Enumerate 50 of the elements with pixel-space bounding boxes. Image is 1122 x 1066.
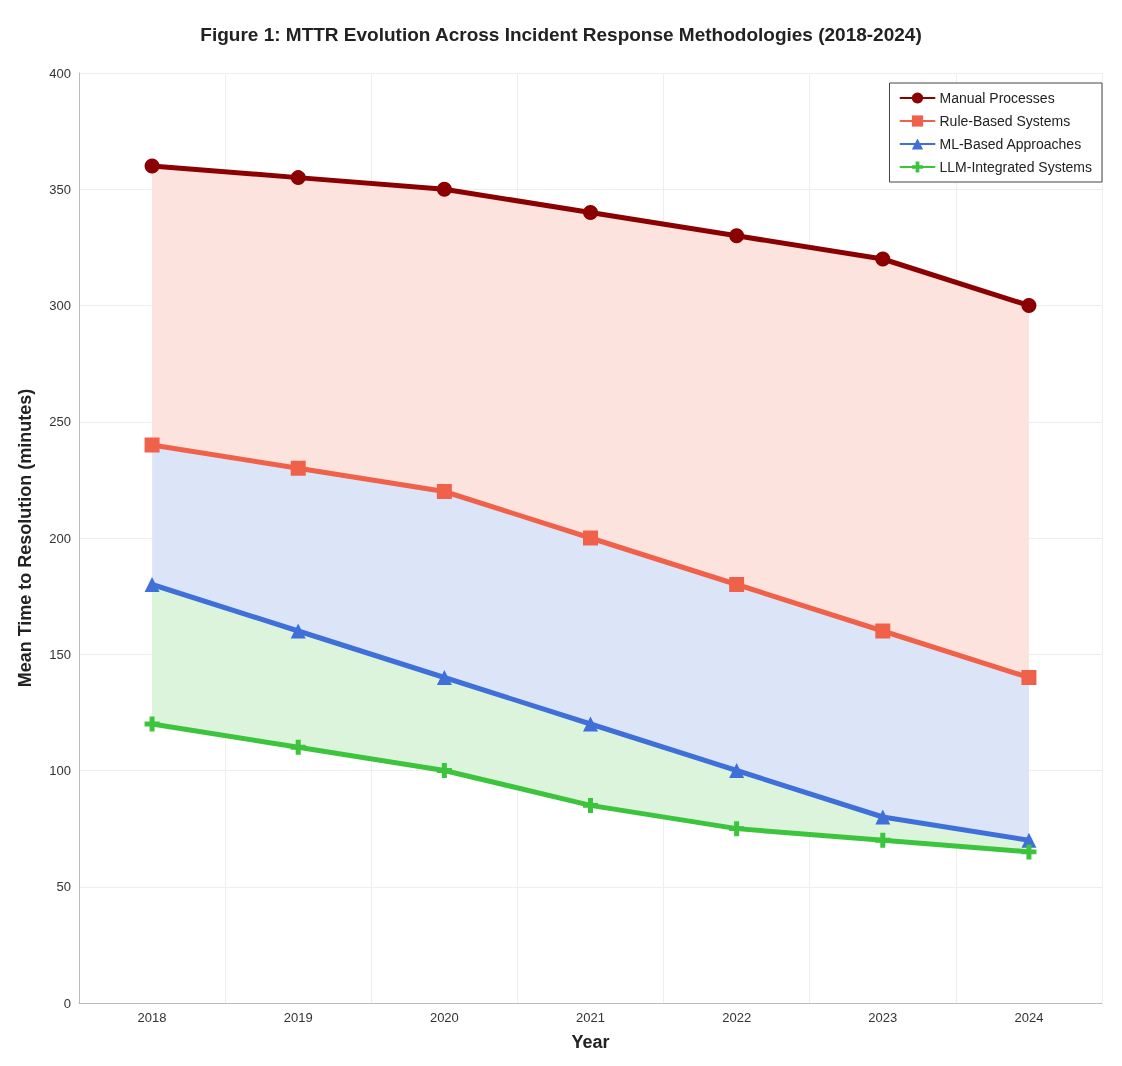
y-tick-label: 250: [49, 414, 71, 430]
y-tick-label: 150: [49, 646, 71, 662]
legend-label: LLM-Integrated Systems: [939, 159, 1093, 175]
point: [875, 623, 891, 639]
point: [729, 821, 745, 837]
y-tick-label: 400: [49, 65, 71, 81]
x-tick-label: 2019: [283, 1010, 313, 1025]
legend-label: Manual Processes: [939, 90, 1055, 106]
point: [290, 739, 306, 755]
point: [144, 577, 160, 592]
x-tick-label: 2024: [1014, 1010, 1044, 1025]
x-tick-label: 2021: [576, 1010, 605, 1025]
point: [290, 623, 306, 639]
point: [436, 763, 452, 778]
point: [875, 809, 891, 825]
point: [875, 832, 891, 848]
legend-label: ML-Based Approaches: [939, 136, 1082, 152]
y-tick-label: 0: [63, 995, 71, 1011]
x-tick-label: 2022: [722, 1010, 752, 1025]
point: [144, 158, 160, 174]
point: [583, 530, 598, 546]
point: [436, 181, 452, 197]
point: [583, 716, 598, 732]
y-axis-title: Mean Time to Resolution (minutes): [15, 388, 35, 688]
point: [583, 797, 598, 813]
point: [729, 577, 745, 592]
y-tick-label: 100: [49, 763, 71, 778]
y-tick-label: 350: [49, 181, 71, 197]
legend-label: Rule-Based Systems: [939, 113, 1071, 129]
point: [436, 670, 452, 685]
point: [583, 205, 598, 220]
point: [1021, 844, 1037, 860]
point: [1021, 298, 1037, 313]
point: [875, 251, 891, 267]
point: [436, 484, 452, 499]
point: [290, 460, 306, 476]
point: [729, 763, 745, 778]
point: [1021, 670, 1037, 685]
chart-title: Figure 1: MTTR Evolution Across Incident Response Methodologies (2018-2024): [200, 24, 922, 45]
x-tick-label: 2023: [868, 1010, 898, 1025]
y-tick-label: 300: [49, 298, 71, 313]
x-tick-label: 2020: [429, 1010, 459, 1025]
y-tick-label: 50: [56, 879, 71, 895]
point: [729, 228, 745, 244]
point: [144, 437, 160, 453]
point: [144, 716, 160, 732]
x-axis-title: Year: [571, 1032, 610, 1052]
x-tick-label: 2018: [137, 1010, 167, 1025]
point: [290, 170, 306, 186]
y-tick-label: 200: [49, 530, 71, 546]
